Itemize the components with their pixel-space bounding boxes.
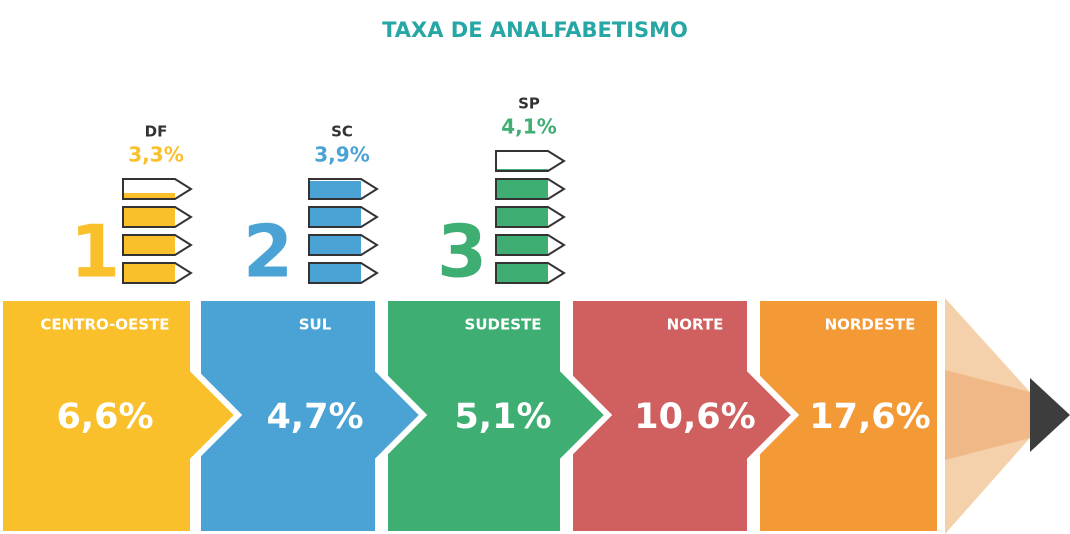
pencil-outline	[122, 178, 193, 200]
region-name: SUL	[299, 316, 332, 334]
pencil-outline	[495, 206, 566, 228]
pencil-fill	[496, 207, 548, 227]
pencil-fill	[123, 193, 175, 199]
pencil-outline	[122, 262, 193, 284]
region-name: NORDESTE	[825, 316, 916, 334]
region-name: CENTRO-OESTE	[40, 316, 169, 334]
pencil-outline	[495, 150, 566, 172]
pencil-fill	[309, 181, 361, 199]
region-name: NORTE	[667, 316, 724, 334]
pencil-fill	[123, 207, 175, 227]
region-segment	[195, 295, 428, 534]
pencil-outline	[495, 178, 566, 200]
pencil-wood-shade	[945, 370, 1030, 460]
pencil-fill	[123, 235, 175, 255]
rank: 1	[70, 210, 120, 294]
state-value: 3,3%	[128, 143, 183, 167]
pencil-outline	[308, 262, 379, 284]
region-segment	[0, 295, 243, 534]
pencil-outline	[495, 262, 566, 284]
state-name: SP	[518, 95, 540, 113]
rank: 3	[437, 210, 487, 294]
pencil-fill	[496, 263, 548, 283]
pencil-fill	[496, 235, 548, 255]
pencil-fill	[309, 263, 361, 283]
pencil-outline	[308, 178, 379, 200]
region-value: 4,7%	[266, 397, 363, 437]
pencil-outline	[308, 206, 379, 228]
state-name: DF	[145, 123, 168, 141]
region-value: 17,6%	[809, 397, 930, 437]
state-value: 3,9%	[314, 143, 369, 167]
state-name: SC	[331, 123, 353, 141]
region-value: 5,1%	[454, 397, 551, 437]
region-value: 10,6%	[634, 397, 755, 437]
region-name: SUDESTE	[465, 316, 542, 334]
region-segment	[567, 295, 800, 534]
pencil-outline	[308, 234, 379, 256]
pencil-fill	[123, 263, 175, 283]
region-value: 6,6%	[56, 397, 153, 437]
pencil-outline	[122, 234, 193, 256]
pencil-fill	[309, 207, 361, 227]
state-value: 4,1%	[501, 115, 556, 139]
title: TAXA DE ANALFABETISMO	[382, 18, 688, 42]
rank: 2	[243, 210, 293, 294]
pencil-outline	[495, 234, 566, 256]
pencil-outline	[122, 206, 193, 228]
region-segment	[382, 295, 613, 534]
pencil-tip	[1030, 378, 1070, 452]
pencil-fill	[309, 235, 361, 255]
pencil-fill	[496, 179, 548, 199]
